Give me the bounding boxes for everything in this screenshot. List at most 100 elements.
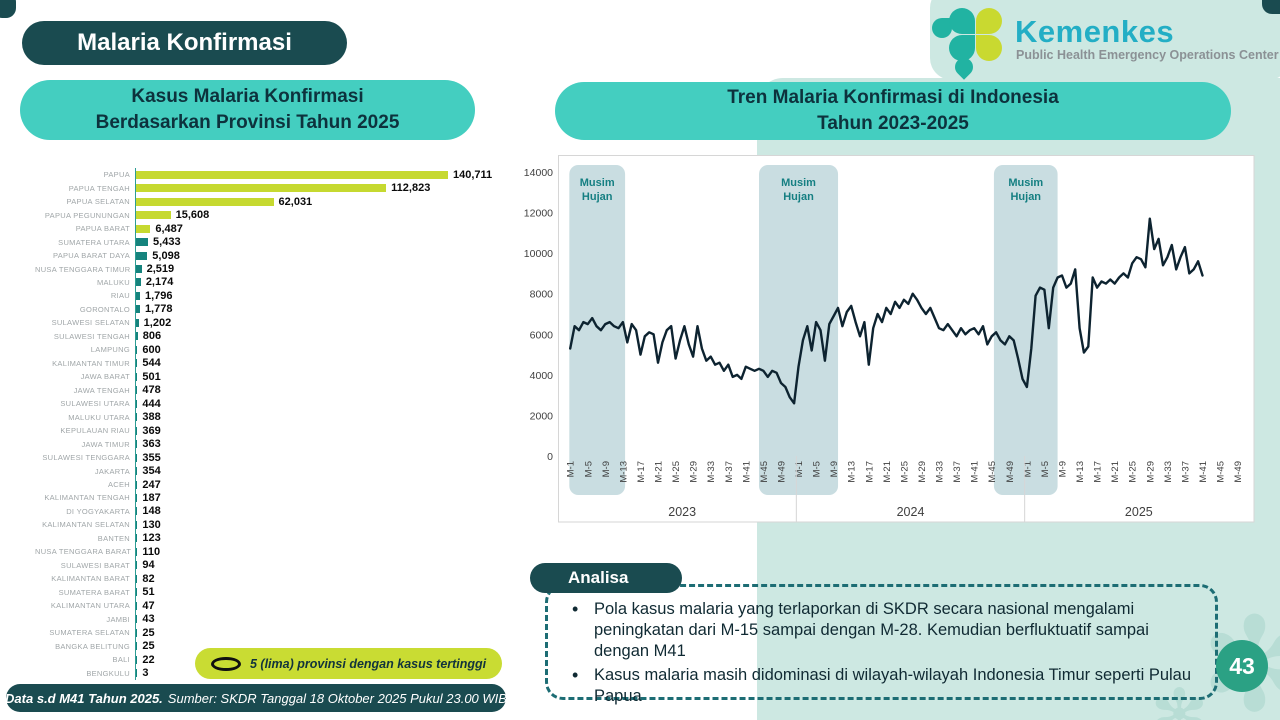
bar-row: SULAWESI BARAT 94: [35, 558, 513, 573]
province-label: PAPUA SELATAN: [66, 197, 130, 207]
rainy-season-band: [759, 165, 839, 495]
bar-row: PAPUA SELATAN 62,031: [35, 194, 513, 209]
province-bar: [136, 467, 138, 476]
bar-row: RIAU 1,796: [35, 289, 513, 303]
y-axis-tick-label: 10000: [524, 248, 553, 260]
analisa-bullet: Kasus malaria masih didominasi di wilaya…: [564, 664, 1201, 707]
x-axis-tick-label: M-33: [1163, 461, 1174, 483]
province-value: 130: [142, 518, 161, 531]
bar-row: KALIMANTAN UTARA 47: [35, 599, 513, 613]
province-value: 444: [142, 397, 161, 410]
bar-row: ACEH 247: [35, 477, 513, 492]
highlight-oval-icon: [211, 656, 241, 671]
province-value: 501: [142, 370, 161, 383]
province-bar: [136, 628, 138, 637]
bar-chart-legend: 5 (lima) provinsi dengan kasus tertinggi: [195, 648, 503, 679]
x-axis-tick-label: M-13: [618, 461, 629, 483]
province-label: SULAWESI UTARA: [60, 399, 130, 409]
x-axis-tick-label: M-49: [776, 461, 787, 483]
x-axis-tick-label: M-41: [970, 461, 981, 483]
x-axis-tick-label: M-9: [1057, 461, 1068, 477]
province-label: SULAWESI TENGGARA: [42, 453, 130, 463]
bar-chart-header-line2: Berdasarkan Provinsi Tahun 2025: [95, 112, 400, 133]
bar-row: PAPUA TENGAH 112,823: [35, 181, 513, 195]
x-axis-tick-label: M-17: [864, 461, 875, 483]
data-source-footer: Data s.d M41 Tahun 2025. Sumber: SKDR Ta…: [5, 684, 507, 712]
x-axis-tick-label: M-21: [1110, 461, 1121, 483]
bar-row: NUSA TENGGARA BARAT 110: [35, 545, 513, 559]
province-bar: [136, 426, 138, 435]
x-axis-tick-label: M-41: [1198, 461, 1209, 483]
y-axis-tick-label: 14000: [524, 167, 553, 179]
x-axis-tick-label: M-29: [689, 461, 700, 483]
year-label: 2025: [1125, 505, 1153, 519]
province-value: 112,823: [391, 182, 431, 195]
province-bar: [136, 601, 138, 610]
province-bar: [136, 574, 138, 583]
province-label: BENGKULU: [86, 668, 130, 678]
province-value: 25: [142, 626, 155, 639]
bar-row: KALIMANTAN TIMUR 544: [35, 356, 513, 371]
province-bar: [136, 265, 142, 274]
province-label: JAMBI: [106, 614, 130, 624]
province-bar: [136, 332, 138, 341]
x-axis-tick-label: M-5: [1040, 461, 1051, 477]
analisa-bullet: Pola kasus malaria yang terlaporkan di S…: [564, 598, 1201, 662]
province-bar: [136, 534, 138, 543]
province-bar: [136, 399, 138, 408]
province-label: SULAWESI BARAT: [60, 560, 130, 570]
province-value: 6,487: [155, 222, 183, 235]
x-axis-tick-label: M-41: [741, 461, 752, 483]
y-axis-tick-label: 6000: [530, 329, 554, 341]
province-value: 5,098: [152, 249, 180, 262]
x-axis-tick-label: M-33: [935, 461, 946, 483]
rainy-season-band: [993, 165, 1058, 495]
province-bar: [136, 318, 139, 327]
province-value: 363: [142, 438, 161, 451]
trend-line-chart: Musim Hujan Musim Hujan Musim Hujan 0 2000 4000 6…: [520, 155, 1255, 523]
province-label: PAPUA: [103, 170, 130, 180]
x-axis-tick-label: M-29: [1145, 461, 1156, 483]
bar-row: DI YOGYAKARTA 148: [35, 504, 513, 519]
bar-row: KEPULAUAN RIAU 369: [35, 423, 513, 438]
province-bar: [136, 197, 274, 206]
bar-row: KALIMANTAN BARAT 82: [35, 572, 513, 586]
chart-border: [558, 155, 1255, 523]
province-value: 62,031: [278, 195, 313, 208]
province-value: 47: [142, 599, 155, 612]
bar-row: BALI 22: [35, 652, 513, 667]
province-value: 123: [142, 532, 161, 545]
x-axis-tick-label: M-25: [899, 461, 910, 483]
bar-row: PAPUA 140,711: [35, 168, 513, 182]
province-bar: [136, 520, 138, 529]
province-label: SULAWESI SELATAN: [51, 318, 130, 328]
province-value: 51: [142, 586, 155, 599]
x-axis-tick-label: M-9: [601, 461, 612, 477]
province-value: 355: [142, 451, 161, 464]
bar-row: BANGKA BELITUNG 25: [35, 639, 513, 653]
province-bar: [136, 251, 148, 260]
province-value: 3: [142, 667, 149, 680]
province-value: 148: [142, 505, 161, 518]
province-bar: [136, 669, 138, 678]
bar-row: BANTEN 123: [35, 531, 513, 546]
province-label: SUMATERA SELATAN: [49, 628, 130, 638]
x-axis-tick-label: M-1: [1022, 461, 1033, 477]
province-label: KALIMANTAN BARAT: [51, 574, 130, 584]
bar-row: PAPUA BARAT 6,487: [35, 221, 513, 236]
province-value: 544: [142, 357, 161, 370]
line-chart-header-line1: Tren Malaria Konfirmasi di Indonesia: [727, 87, 1059, 109]
province-bar: [136, 278, 141, 287]
bar-row: BENGKULU 3: [35, 666, 513, 680]
province-bar: [136, 493, 138, 502]
province-label: GORONTALO: [79, 304, 130, 314]
x-axis-tick-label: M-5: [812, 461, 823, 477]
province-label: PAPUA BARAT DAYA: [52, 251, 130, 261]
province-bar: [136, 588, 138, 597]
province-label: NUSA TENGGARA BARAT: [35, 547, 132, 557]
province-label: PAPUA BARAT: [75, 224, 130, 234]
province-bar: [136, 440, 138, 449]
province-value: 15,608: [175, 209, 210, 222]
province-bar: [136, 655, 138, 664]
